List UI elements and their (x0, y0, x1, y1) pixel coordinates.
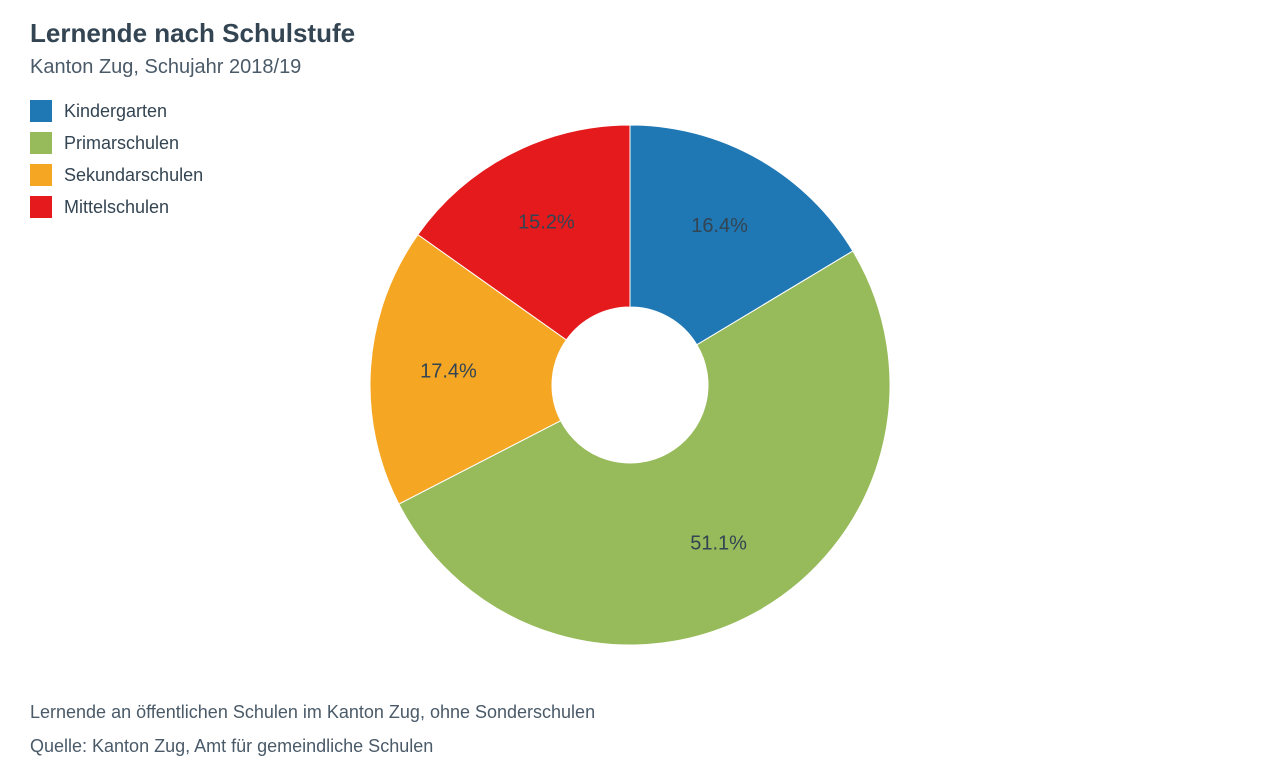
legend-swatch (30, 164, 52, 186)
legend-swatch (30, 132, 52, 154)
pie-slice-label: 15.2% (518, 212, 575, 234)
donut-svg: 16.4% 51.1% 17.4% 15.2% (340, 95, 920, 675)
legend-item: Mittelschulen (30, 196, 203, 218)
legend-label: Sekundarschulen (64, 165, 203, 186)
page-root: Lernende nach Schulstufe Kanton Zug, Sch… (0, 0, 1280, 779)
legend-label: Primarschulen (64, 133, 179, 154)
chart-subtitle: Kanton Zug, Schujahr 2018/19 (30, 56, 301, 79)
legend-item: Primarschulen (30, 132, 203, 154)
legend-label: Mittelschulen (64, 197, 169, 218)
legend-label: Kindergarten (64, 101, 167, 122)
legend-item: Kindergarten (30, 100, 203, 122)
donut-chart: 16.4% 51.1% 17.4% 15.2% (340, 95, 920, 675)
pie-slice-label: 16.4% (691, 215, 748, 237)
footnote-source: Quelle: Kanton Zug, Amt für gemeindliche… (30, 736, 433, 757)
chart-title: Lernende nach Schulstufe (30, 18, 355, 49)
legend-swatch (30, 196, 52, 218)
legend-item: Sekundarschulen (30, 164, 203, 186)
footnote-description: Lernende an öffentlichen Schulen im Kant… (30, 702, 595, 723)
legend-swatch (30, 100, 52, 122)
legend: Kindergarten Primarschulen Sekundarschul… (30, 100, 203, 228)
pie-slice-label: 17.4% (420, 360, 477, 382)
pie-slice-label: 51.1% (690, 532, 747, 554)
